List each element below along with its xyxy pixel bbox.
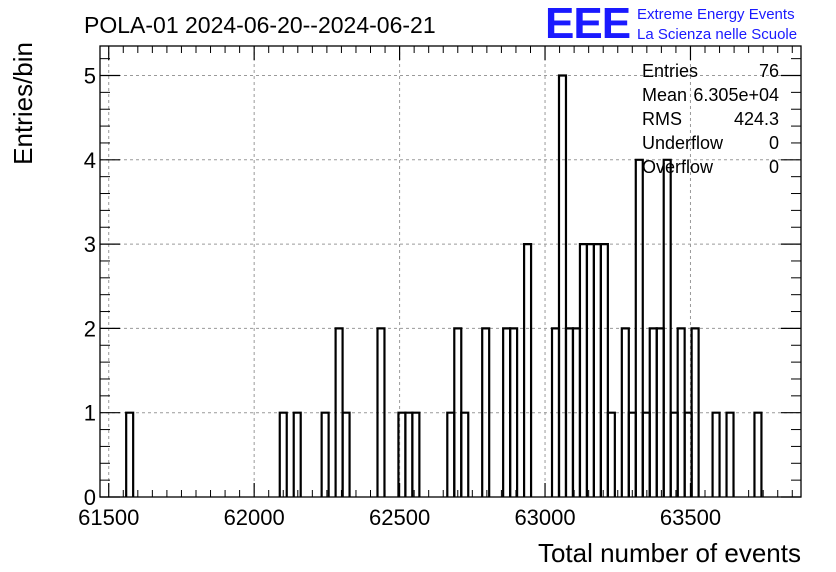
stats-value: 0: [769, 133, 779, 153]
y-tick-label: 3: [84, 232, 96, 257]
y-tick-label: 1: [84, 401, 96, 426]
logo-line1: Extreme Energy Events: [637, 6, 795, 23]
stats-label: Underflow: [642, 133, 724, 153]
stats-label: RMS: [642, 109, 682, 129]
stats-box: Entries 76 Mean 6.305e+04 RMS 424.3 Underflow 0…: [642, 61, 779, 177]
histogram-bin: [725, 411, 735, 497]
axes: [99, 45, 802, 498]
x-tick-label: 63000: [514, 505, 575, 530]
histogram-bin: [292, 411, 302, 497]
x-tick-label: 63500: [660, 505, 721, 530]
y-tick-labels: 0 1 2 3 4 5: [84, 64, 96, 510]
stats-value: 0: [769, 157, 779, 177]
histogram-bin: [557, 74, 568, 497]
stats-label: Entries: [642, 61, 698, 81]
histogram-bin: [411, 411, 421, 497]
plot-frame: [99, 45, 802, 498]
stats-value: 76: [759, 61, 779, 81]
stats-label: Mean: [642, 85, 687, 105]
y-tick-label: 5: [84, 64, 96, 89]
y-tick-label: 0: [84, 485, 96, 510]
x-tick-label: 62500: [369, 505, 430, 530]
grid: [100, 46, 801, 497]
stats-label: Overflow: [642, 157, 714, 177]
histogram-bin: [690, 327, 700, 497]
histogram-bin: [599, 243, 609, 497]
histogram-bin: [320, 411, 330, 497]
x-tick-label: 62000: [224, 505, 285, 530]
x-tick-label: 61500: [78, 505, 139, 530]
histogram-bin: [341, 411, 351, 497]
y-tick-label: 2: [84, 316, 96, 341]
x-tick-labels: 61500 62000 62500 63000 63500: [78, 505, 721, 530]
x-axis-title: Total number of events: [538, 538, 801, 568]
histogram-bars: [125, 74, 763, 497]
eee-logo: EEE Extreme Energy Events La Scienza nel…: [545, 0, 797, 48]
histogram-bin: [606, 411, 616, 497]
stats-value: 424.3: [734, 109, 779, 129]
histogram-bin: [753, 411, 763, 497]
histogram-bin: [125, 411, 135, 497]
y-tick-label: 4: [84, 148, 96, 173]
histogram-bin: [376, 327, 386, 497]
y-axis-title: Entries/bin: [8, 42, 38, 165]
histogram-bin: [522, 243, 533, 497]
logo-line2: La Scienza nelle Scuole: [637, 26, 797, 43]
histogram-bin: [278, 411, 288, 497]
histogram-bin: [662, 158, 672, 497]
stats-value: 6.305e+04: [693, 85, 779, 105]
histogram-bin: [460, 411, 470, 497]
logo-mark: EEE: [545, 0, 630, 48]
histogram-bin: [481, 327, 491, 497]
histogram-bin: [634, 158, 644, 497]
histogram-bin: [509, 327, 519, 497]
chart-title: POLA-01 2024-06-20--2024-06-21: [84, 12, 436, 38]
histogram-bin: [711, 411, 721, 497]
